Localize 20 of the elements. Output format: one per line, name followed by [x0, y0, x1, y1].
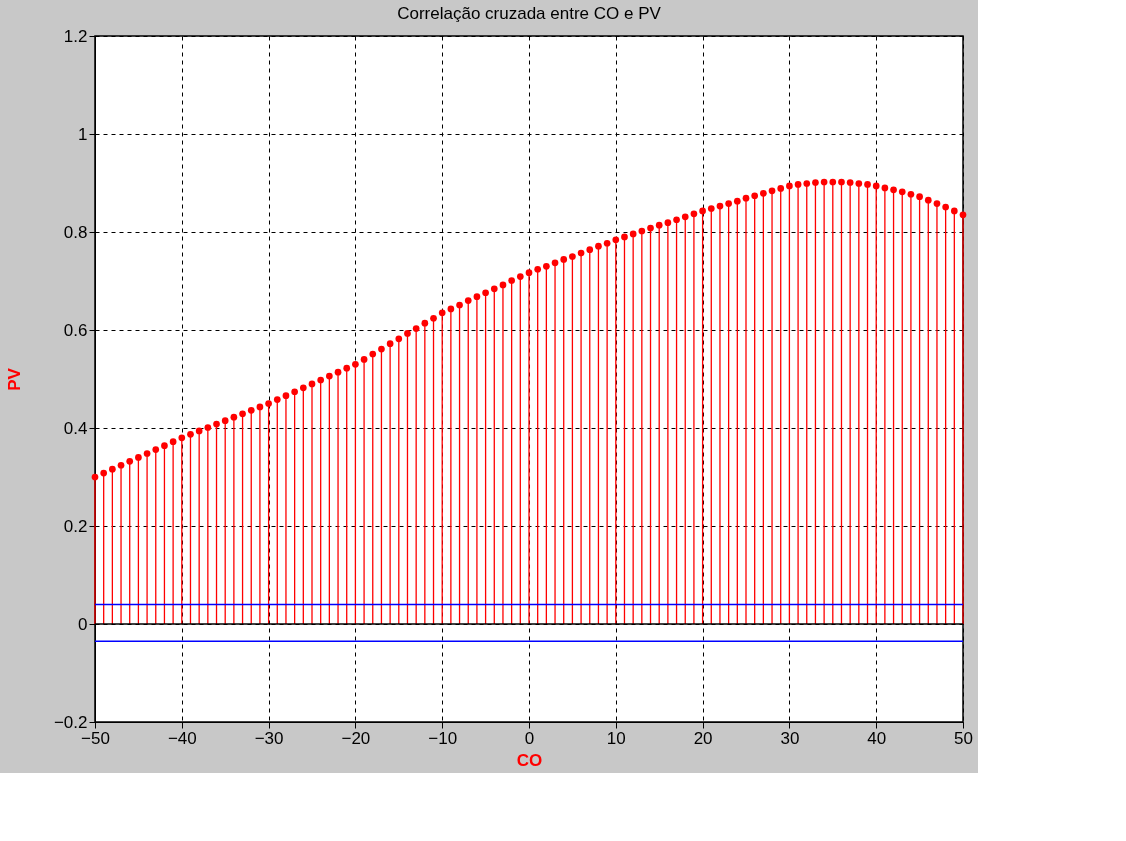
x-tick-label: 10 [606, 728, 626, 748]
y-tick-label: 0.4 [63, 418, 88, 438]
x-axis-title: CO [516, 750, 543, 770]
x-tick-label: 0 [524, 728, 535, 748]
y-tick-label: 1.2 [63, 26, 88, 46]
x-tick-label: 20 [693, 728, 713, 748]
x-tick-label: −10 [428, 728, 458, 748]
y-axis-title: PV [4, 367, 24, 391]
y-tick-label: 1 [78, 124, 88, 144]
x-tick-label: 50 [954, 728, 973, 748]
y-tick-label: 0.2 [63, 516, 88, 536]
x-tick-label: 40 [867, 728, 887, 748]
x-tick-label: −40 [167, 728, 197, 748]
y-tick-label: 0 [78, 614, 88, 634]
y-tick-label: 0.8 [63, 222, 88, 242]
chart-title: Correlação cruzada entre CO e PV [397, 4, 662, 23]
x-tick-label: 30 [780, 728, 800, 748]
x-tick-label: −30 [254, 728, 284, 748]
y-tick-label: 0.6 [63, 320, 88, 340]
x-tick-label: −20 [341, 728, 371, 748]
